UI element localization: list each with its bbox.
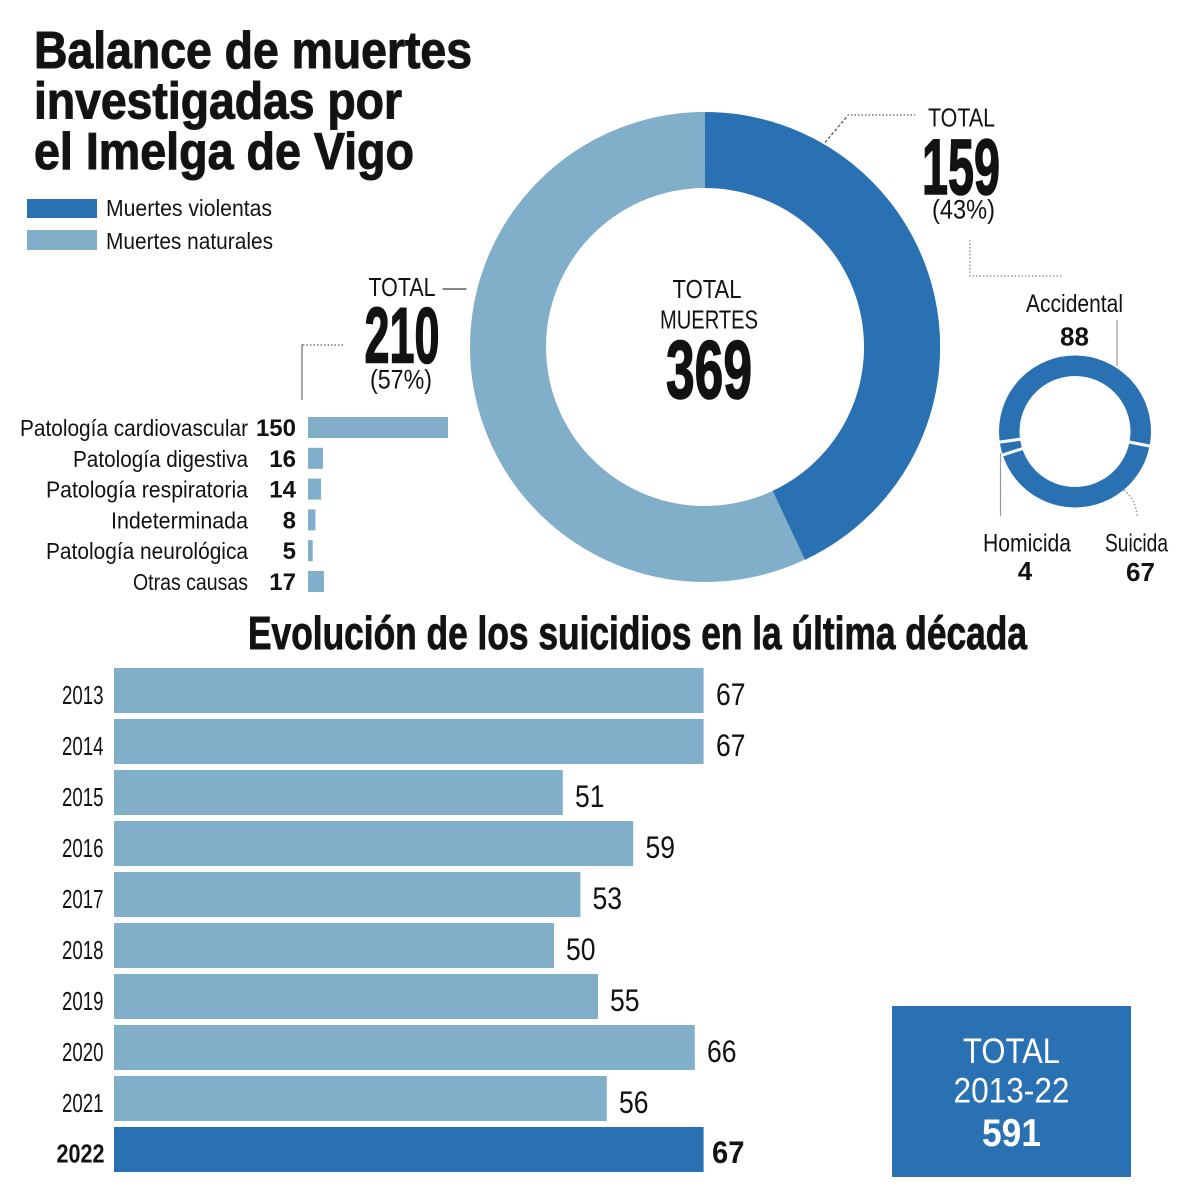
svg-text:Muertes naturales: Muertes naturales — [106, 228, 273, 254]
svg-text:2014: 2014 — [62, 733, 104, 761]
svg-text:2013: 2013 — [62, 682, 104, 710]
svg-text:Patología neurológica: Patología neurológica — [46, 538, 249, 564]
svg-text:(57%): (57%) — [370, 365, 432, 395]
svg-text:Otras causas: Otras causas — [133, 569, 248, 595]
svg-text:66: 66 — [707, 1033, 737, 1069]
svg-text:Evolución de los suicidios en: Evolución de los suicidios en la última … — [248, 607, 1027, 659]
svg-text:2022: 2022 — [57, 1141, 105, 1169]
svg-text:59: 59 — [646, 829, 676, 865]
svg-text:TOTAL: TOTAL — [369, 272, 436, 302]
svg-text:2019: 2019 — [62, 988, 104, 1016]
svg-text:2015: 2015 — [62, 784, 104, 812]
svg-text:Homicida: Homicida — [983, 530, 1071, 558]
svg-text:Indeterminada: Indeterminada — [111, 507, 249, 533]
svg-text:591: 591 — [982, 1112, 1041, 1155]
svg-text:53: 53 — [593, 880, 623, 916]
svg-text:Suicida: Suicida — [1105, 530, 1168, 558]
svg-text:88: 88 — [1060, 322, 1089, 352]
svg-text:TOTAL: TOTAL — [673, 274, 742, 304]
svg-text:2013-22: 2013-22 — [954, 1071, 1070, 1111]
svg-text:14: 14 — [269, 477, 296, 504]
svg-text:67: 67 — [712, 1134, 745, 1170]
svg-text:369: 369 — [666, 323, 752, 416]
svg-text:2020: 2020 — [62, 1039, 104, 1067]
svg-text:TOTAL: TOTAL — [963, 1031, 1060, 1071]
svg-text:17: 17 — [269, 569, 296, 596]
svg-text:Patología respiratoria: Patología respiratoria — [46, 477, 249, 503]
svg-text:(43%): (43%) — [932, 195, 995, 225]
svg-text:67: 67 — [716, 676, 746, 712]
svg-text:2021: 2021 — [62, 1090, 104, 1118]
svg-text:Patología digestiva: Patología digestiva — [73, 446, 249, 472]
svg-text:16: 16 — [269, 446, 296, 473]
svg-text:MUERTES: MUERTES — [660, 305, 758, 335]
svg-text:51: 51 — [575, 778, 605, 814]
svg-text:8: 8 — [283, 507, 296, 534]
svg-text:67: 67 — [1126, 557, 1155, 587]
svg-text:2018: 2018 — [62, 937, 104, 965]
svg-text:150: 150 — [256, 415, 296, 442]
svg-text:el Imelga de Vigo: el Imelga de Vigo — [34, 122, 414, 180]
svg-text:2016: 2016 — [62, 835, 104, 863]
svg-text:5: 5 — [283, 538, 296, 565]
svg-text:67: 67 — [716, 727, 746, 763]
svg-text:55: 55 — [610, 982, 640, 1018]
svg-text:TOTAL: TOTAL — [928, 102, 995, 132]
svg-text:4: 4 — [1018, 556, 1033, 586]
svg-text:210: 210 — [365, 292, 440, 380]
svg-text:2017: 2017 — [62, 886, 104, 914]
svg-text:50: 50 — [566, 931, 596, 967]
svg-text:Patología cardiovascular: Patología cardiovascular — [20, 415, 248, 441]
svg-text:Muertes violentas: Muertes violentas — [106, 195, 272, 221]
svg-text:investigadas por: investigadas por — [34, 72, 402, 130]
svg-text:Accidental: Accidental — [1026, 290, 1123, 318]
svg-text:Balance de muertes: Balance de muertes — [34, 21, 472, 79]
svg-text:56: 56 — [619, 1084, 649, 1120]
svg-text:159: 159 — [922, 123, 1000, 211]
